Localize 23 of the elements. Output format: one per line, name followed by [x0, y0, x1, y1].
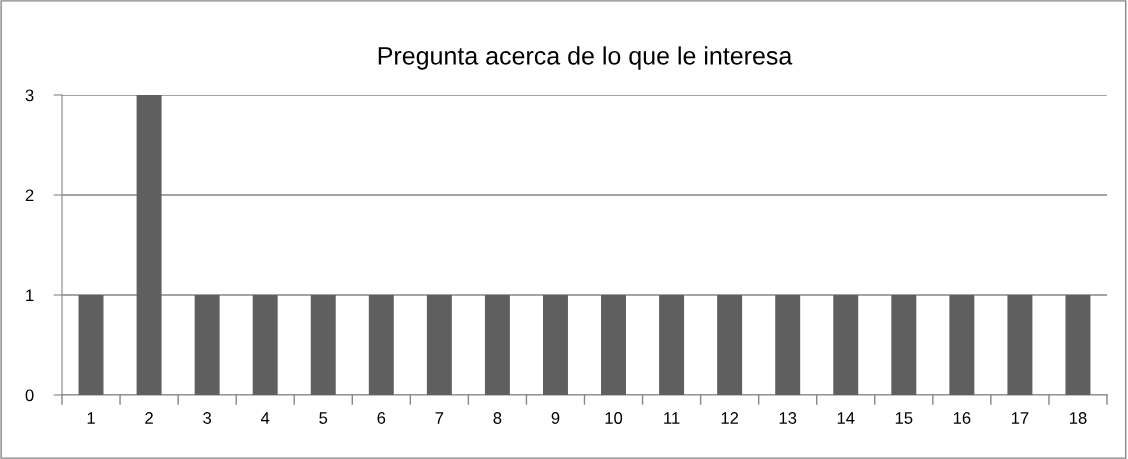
- x-tick-label: 10: [605, 412, 623, 424]
- x-tick-label: 1: [87, 412, 95, 424]
- x-tick-label: 15: [895, 412, 913, 424]
- x-tick-label: 14: [837, 412, 855, 424]
- x-tick-label: 7: [435, 412, 444, 424]
- x-tick-label: 8: [493, 412, 502, 424]
- y-tick-label: 0: [25, 389, 34, 402]
- x-tick-label: 16: [953, 412, 971, 424]
- x-tick-label: 3: [203, 412, 212, 424]
- x-tick-label: 18: [1069, 412, 1087, 424]
- chart-title: Pregunta acerca de lo que le interesa: [378, 46, 793, 70]
- x-tick-label: 12: [721, 412, 739, 424]
- y-tick-label: 3: [25, 89, 34, 102]
- x-tick-label: 5: [319, 412, 328, 424]
- x-tick-label: 11: [664, 412, 680, 424]
- x-tick-label: 9: [551, 412, 560, 424]
- x-tick-label: 6: [377, 412, 386, 424]
- x-tick-label: 13: [779, 412, 797, 424]
- y-tick-label: 1: [26, 289, 34, 302]
- x-tick-label: 2: [145, 412, 153, 424]
- y-tick-label: 2: [25, 189, 34, 202]
- x-tick-label: 4: [260, 412, 270, 424]
- x-tick-label: 17: [1011, 412, 1029, 424]
